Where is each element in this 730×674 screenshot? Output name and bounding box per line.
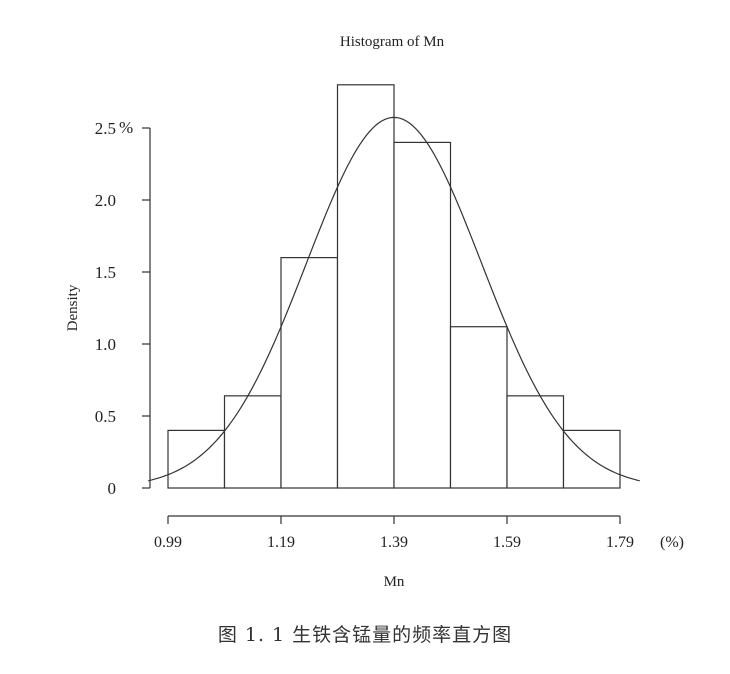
y-unit-label: % <box>119 118 133 137</box>
y-tick-label: 1.0 <box>95 335 116 354</box>
x-axis-ticks: 0.99 1.19 1.39 1.59 1.79 <box>154 516 634 551</box>
x-unit-label: (%) <box>660 534 684 551</box>
chart-title: Histogram of Mn <box>340 34 445 50</box>
figure-caption: 图 1. 1 生铁含锰量的频率直方图 <box>217 624 513 646</box>
x-axis-label: Mn <box>384 574 405 590</box>
y-tick-label: 0 <box>108 479 117 498</box>
y-tick-label: 2.0 <box>95 191 116 210</box>
histogram-chart: Histogram of Mn 0 0.5 1.0 1.5 2.0 2.5 0.99 1.1… <box>65 34 684 590</box>
normal-density-curve <box>148 116 640 482</box>
histogram-bar-3 <box>280 257 339 489</box>
y-tick-label: 1.5 <box>95 263 116 282</box>
x-tick-label: 1.19 <box>267 534 295 551</box>
x-tick-label: 1.39 <box>380 534 408 551</box>
y-axis-ticks: 0 0.5 1.0 1.5 2.0 2.5 <box>95 119 150 498</box>
x-tick-label: 1.79 <box>606 534 634 551</box>
y-tick-label: 2.5 <box>95 119 116 138</box>
x-tick-label: 1.59 <box>493 534 521 551</box>
histogram-bar-5 <box>393 141 452 489</box>
histogram-bar-6 <box>449 326 508 489</box>
histogram-bar-4 <box>336 84 395 489</box>
y-tick-label: 0.5 <box>95 407 116 426</box>
x-tick-label: 0.99 <box>154 534 182 551</box>
y-axis-label: Density <box>65 284 81 331</box>
histogram-bar-7 <box>506 395 565 489</box>
histogram-bar-2 <box>223 395 282 489</box>
histogram-bars <box>167 84 621 489</box>
